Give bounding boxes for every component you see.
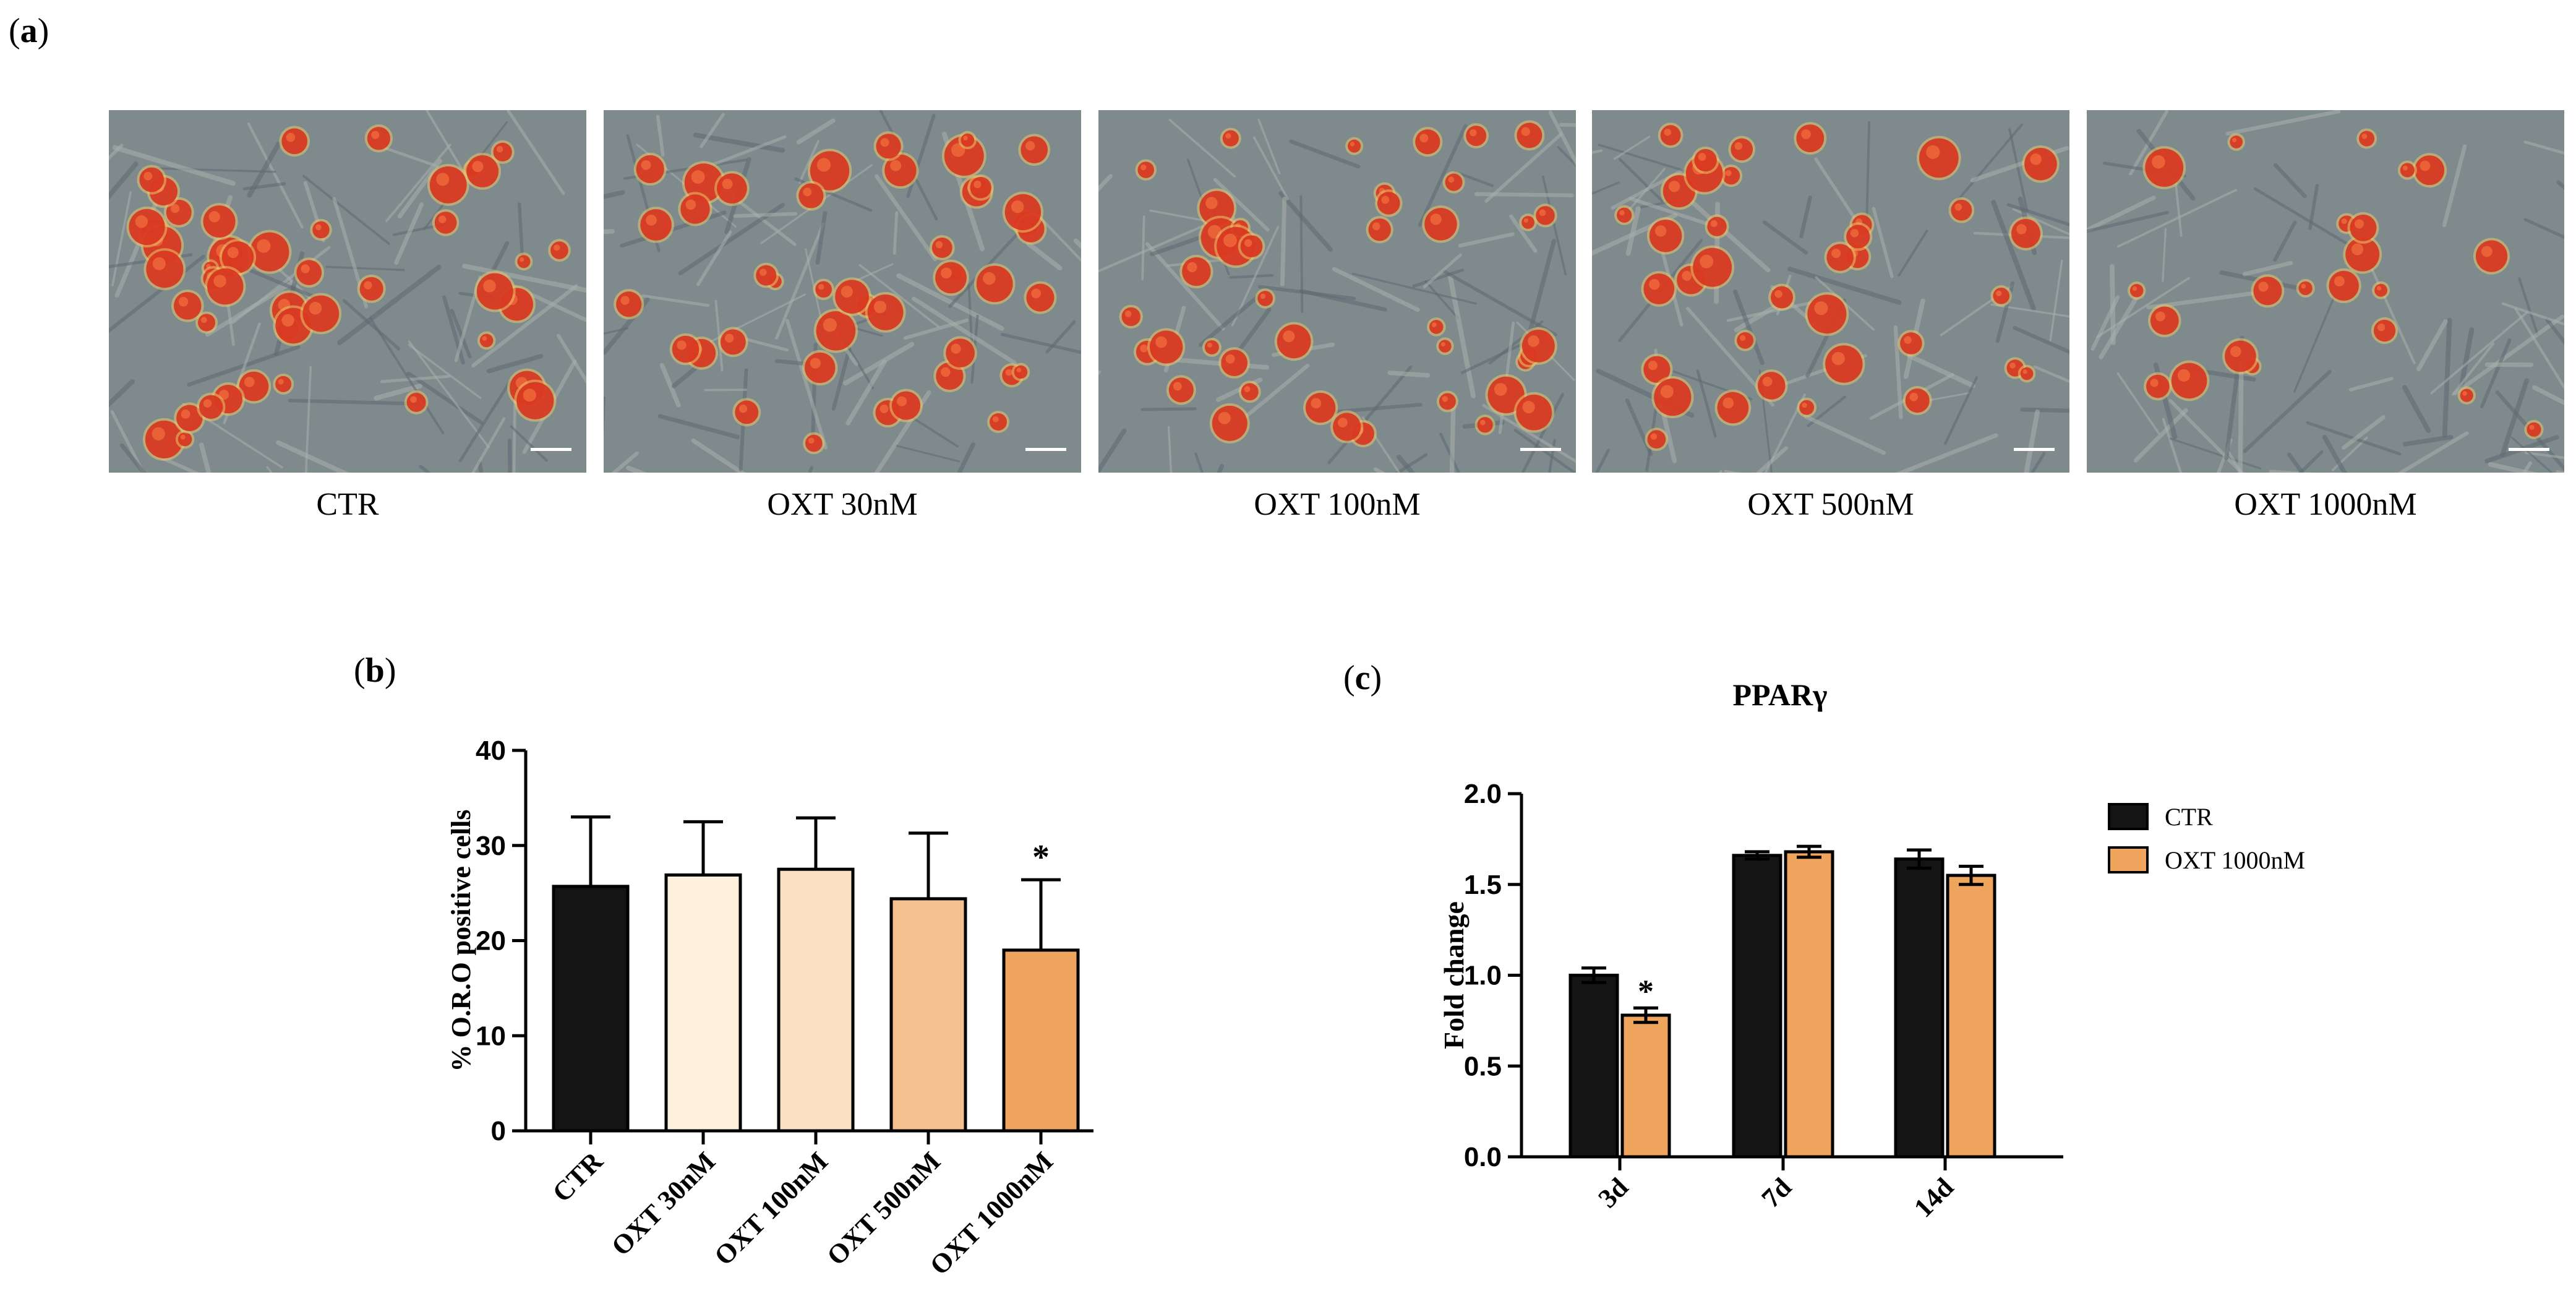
- y-tick-label: 20: [476, 926, 506, 956]
- scale-bar: [2014, 448, 2055, 451]
- micrograph-4: [1592, 110, 2069, 473]
- bar: [664, 873, 742, 1133]
- scale-bar: [2509, 448, 2549, 451]
- micrograph-caption: OXT 500nM: [1747, 487, 1914, 522]
- scale-bar: [1520, 448, 1561, 451]
- micrograph-caption: OXT 100nM: [1254, 487, 1421, 522]
- micrograph-3: [1098, 110, 1576, 473]
- bar: [1002, 948, 1080, 1133]
- significance-marker: *: [1032, 838, 1050, 877]
- bar: [552, 885, 630, 1133]
- micrograph-caption: OXT 1000nM: [2234, 487, 2417, 522]
- scale-bar: [1025, 448, 1066, 451]
- panel-label-c: (c): [1343, 659, 1382, 697]
- x-tick-label: CTR: [547, 1146, 609, 1208]
- panel-label-b: (b): [354, 651, 396, 690]
- y-tick-label: 40: [476, 736, 506, 766]
- micrograph-5: [2087, 110, 2564, 473]
- y-tick-label: 10: [476, 1021, 506, 1051]
- y-axis-label: % O.R.O positive cells: [446, 809, 476, 1071]
- y-tick-label: 0: [491, 1116, 506, 1146]
- micrograph-caption: OXT 30nM: [767, 487, 918, 522]
- x-tick-label: OXT 30nM: [605, 1146, 721, 1261]
- bar: [889, 897, 967, 1133]
- x-tick-label: OXT 500nM: [821, 1146, 946, 1271]
- scale-bar: [531, 448, 571, 451]
- panel-label-a: (a): [9, 12, 49, 50]
- micrograph-1: [109, 110, 586, 473]
- bar: [777, 867, 855, 1133]
- micrograph-2: [604, 110, 1081, 473]
- y-tick-label: 30: [476, 831, 506, 861]
- micrograph-caption: CTR: [316, 487, 379, 522]
- x-tick-label: OXT 100nM: [708, 1146, 834, 1271]
